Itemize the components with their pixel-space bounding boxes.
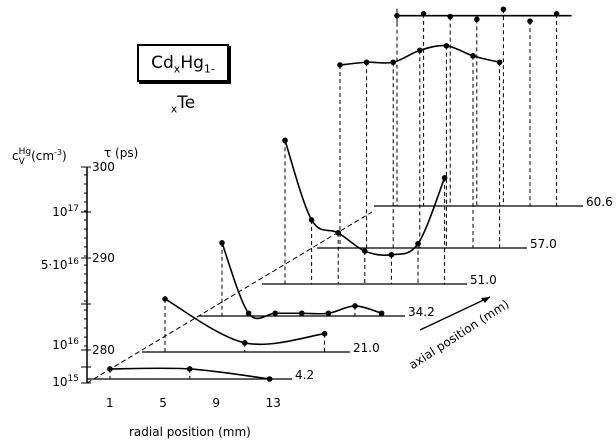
conc-tick-exp: 16 [67, 337, 79, 347]
conc-tick-label: 1017 [0, 202, 79, 219]
conc-tick-label: 1015 [0, 372, 79, 389]
title-text: Te [177, 93, 196, 114]
data-point [447, 13, 454, 20]
conc-tick-label: 1016 [0, 335, 79, 352]
title-sub: x [173, 62, 181, 76]
axial-position-label: 51.0 [470, 273, 497, 287]
data-point [496, 59, 503, 66]
label-part: ) [62, 149, 67, 163]
label-part: (cm [31, 149, 55, 163]
label-part: c [12, 149, 19, 163]
series-curve [339, 44, 500, 66]
data-point [474, 16, 480, 23]
x-tick-label: 13 [265, 396, 281, 410]
axial-axis-line [86, 211, 373, 384]
conc-tick-label: 5·1016 [0, 255, 79, 272]
tau-tick-label: 280 [92, 343, 115, 357]
label-sup-sub: Hg V [19, 147, 31, 167]
conc-tick-base: 10 [52, 338, 68, 352]
axial-position-label: 57.0 [530, 237, 557, 251]
title-text: Hg [180, 53, 204, 73]
x-axis-label: radial position (mm) [129, 425, 251, 439]
x-tick-label: 5 [159, 396, 167, 410]
data-point [266, 376, 273, 382]
data-point [378, 310, 385, 317]
conc-axis-label: c Hg V (cm-3) [12, 142, 67, 167]
data-point [527, 18, 533, 24]
axial-position-label: 34.2 [408, 305, 435, 319]
chart-title-box: CdxHg1-xTe [137, 44, 229, 116]
x-tick-label: 9 [212, 396, 221, 410]
axial-position-label: 21.0 [353, 341, 380, 355]
conc-tick-exp: 15 [67, 374, 79, 384]
conc-tick-base: 5·10 [40, 258, 68, 272]
title-text: Cd [151, 53, 174, 73]
axial-arrowhead [481, 297, 490, 303]
conc-tick-base: 10 [52, 205, 68, 219]
x-tick-label: 1 [106, 396, 114, 410]
tau-tick-label: 300 [92, 160, 115, 174]
data-point [321, 330, 328, 337]
series-curve [109, 367, 270, 380]
axial-position-label: 60.6 [586, 195, 613, 209]
axial-position-label: 4.2 [295, 368, 315, 382]
axial-arrow [419, 296, 491, 331]
label-part: -3 [54, 148, 63, 157]
series-curve [221, 242, 382, 320]
tau-tick-label: 290 [92, 251, 115, 265]
conc-tick-exp: 16 [67, 257, 79, 267]
data-point [500, 6, 507, 13]
conc-tick-exp: 17 [67, 204, 79, 214]
label-part: V [18, 156, 25, 167]
tau-axis-label: τ (ps) [104, 146, 139, 160]
title-sub: 1-x [170, 62, 215, 116]
label-part: Hg [18, 146, 32, 157]
series-curve [284, 140, 446, 256]
conc-tick-base: 10 [52, 375, 68, 389]
series-curve [164, 298, 325, 346]
